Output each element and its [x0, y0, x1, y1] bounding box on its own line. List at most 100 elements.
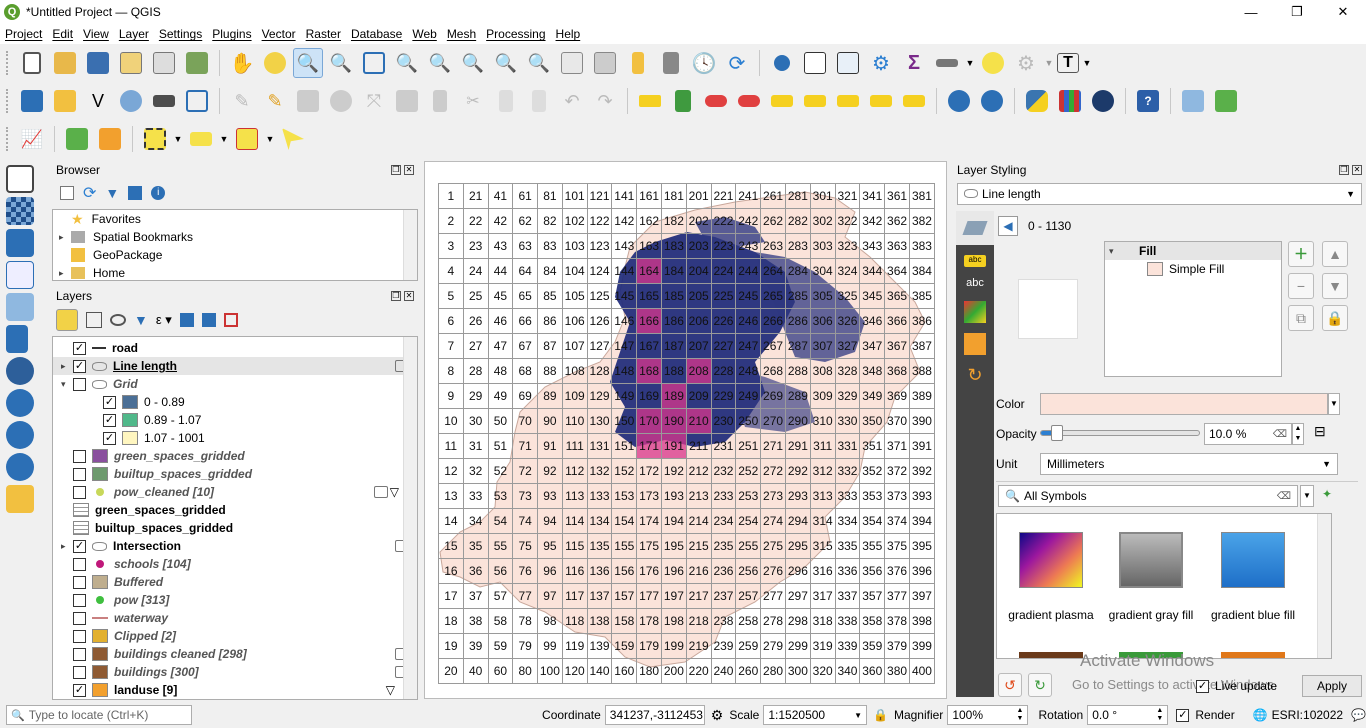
cut-icon[interactable]: ✂	[466, 93, 480, 110]
zoom-selection-icon[interactable]: 🔍	[395, 52, 419, 73]
layer-visibility-checkbox[interactable]	[73, 449, 86, 463]
unit-combo[interactable]: Millimeters ▼	[1040, 453, 1338, 475]
messages-icon[interactable]: 💬	[1351, 708, 1366, 722]
add-raster-layer-icon[interactable]	[6, 197, 34, 225]
move-down-button[interactable]: ▼	[1322, 273, 1348, 299]
layer-row[interactable]: ✓ 0 - 0.89	[53, 393, 417, 411]
opacity-spinbox[interactable]: 10.0 % ⌫	[1204, 423, 1292, 445]
menu-layer[interactable]: Layer	[118, 27, 149, 41]
symbol-layer-simple-fill[interactable]: Simple Fill	[1105, 260, 1281, 278]
layer-visibility-checkbox[interactable]: ✓	[73, 341, 86, 355]
chevron-down-icon[interactable]: ▼	[219, 134, 229, 144]
expander-icon[interactable]: ▾	[61, 378, 66, 389]
select-location-icon[interactable]	[278, 124, 308, 154]
pin-labels-icon[interactable]	[701, 86, 731, 116]
symbol-layer-fill[interactable]: ▾ Fill	[1105, 242, 1281, 260]
menu-mesh[interactable]: Mesh	[446, 27, 477, 41]
menu-edit[interactable]: Edit	[52, 27, 74, 41]
chevron-down-icon[interactable]: ▼	[173, 134, 183, 144]
menu-project[interactable]: Project	[5, 27, 43, 41]
browser-item-home[interactable]: ▸ Home	[59, 266, 126, 280]
zoom-next-icon[interactable]: 🔍	[527, 52, 551, 73]
labels-tab-icon[interactable]: abc	[964, 255, 986, 267]
layer-visibility-checkbox[interactable]	[73, 629, 86, 643]
layer-visibility-checkbox[interactable]: ✓	[103, 413, 116, 427]
help-icon[interactable]: ?	[1133, 86, 1163, 116]
layer-row[interactable]: buildings cleaned [298]	[53, 645, 417, 663]
menu-help[interactable]: Help	[555, 27, 581, 41]
layer-row[interactable]: ✓ 0.89 - 1.07	[53, 411, 417, 429]
add-selected-icon[interactable]	[60, 186, 74, 200]
menu-settings[interactable]: Settings	[158, 27, 203, 41]
new-geopackage-icon[interactable]	[50, 86, 80, 116]
save-edits-icon[interactable]	[293, 86, 323, 116]
symbol-gradient-plasma[interactable]: gradient plasma	[1001, 532, 1101, 622]
locate-input[interactable]: 🔍 Type to locate (Ctrl+K)	[6, 705, 193, 725]
layer-visibility-checkbox[interactable]: ✓	[103, 395, 116, 409]
layer-visibility-checkbox[interactable]	[73, 647, 86, 661]
new-virtual-layer-icon[interactable]	[149, 86, 179, 116]
chevron-down-icon[interactable]: ▼	[1328, 393, 1340, 415]
scale-combo[interactable]: 1:1520500 ▼	[763, 705, 867, 725]
copy-icon[interactable]	[491, 86, 521, 116]
float-panel-icon[interactable]: ❐	[1339, 165, 1349, 175]
layer-row[interactable]: ▾ Grid	[53, 375, 417, 393]
close-panel-icon[interactable]: ✕	[404, 291, 414, 301]
layer-row[interactable]: ✓ road	[53, 339, 417, 357]
select-by-value-icon[interactable]	[186, 124, 216, 154]
menu-web[interactable]: Web	[412, 27, 437, 41]
coordinate-field[interactable]: 341237,-3112453	[604, 705, 705, 725]
edit-disabled-icon[interactable]: ✎	[234, 90, 250, 111]
label-options-icon[interactable]	[899, 86, 929, 116]
new-bookmark-icon[interactable]	[623, 48, 653, 78]
label-props-icon[interactable]	[866, 86, 896, 116]
symbol-search-field[interactable]: 🔍 All Symbols ⌫	[998, 485, 1298, 507]
layer-row[interactable]: ✓ landuse [9] ▽	[53, 681, 417, 699]
add-group-icon[interactable]	[86, 312, 102, 328]
add-virtual-icon[interactable]	[6, 485, 34, 513]
snapping-icon[interactable]	[95, 124, 125, 154]
3d-view-tab-icon[interactable]	[964, 301, 986, 323]
layer-row[interactable]: green_spaces_gridded	[53, 501, 417, 519]
settings-disabled-icon[interactable]: ⚙	[1017, 52, 1035, 75]
change-label-icon[interactable]	[833, 86, 863, 116]
expander-icon[interactable]: ▸	[61, 540, 66, 551]
save-project-button[interactable]	[83, 48, 113, 78]
browser-scrollbar[interactable]	[403, 210, 417, 280]
lock-scale-icon[interactable]: 🔒	[873, 708, 888, 722]
symbol-scrollbar[interactable]	[1317, 514, 1331, 658]
open-styling-icon[interactable]	[56, 309, 78, 331]
add-postgis-icon[interactable]	[6, 357, 34, 385]
filter-icon[interactable]: ▽	[389, 485, 399, 499]
live-update-checkbox[interactable]: ✓ Live update	[1196, 679, 1278, 693]
refresh-icon[interactable]: ⟳	[728, 52, 746, 75]
style-manager-icon[interactable]: ✦	[1322, 487, 1333, 501]
layer-row[interactable]: ▸ ✓ Line length	[53, 357, 417, 375]
color-button[interactable]	[1040, 393, 1328, 415]
remove-layer-icon[interactable]	[223, 313, 238, 327]
zoom-native-icon[interactable]: 🔍	[461, 52, 485, 73]
wfs-icon[interactable]	[977, 86, 1007, 116]
minimize-button[interactable]: —	[1244, 4, 1258, 20]
attribute-table-icon[interactable]	[800, 48, 830, 78]
layer-row[interactable]: builtup_spaces_gridded	[53, 465, 417, 483]
menu-database[interactable]: Database	[350, 27, 403, 41]
redo-icon[interactable]: ↻	[1028, 673, 1052, 697]
add-wms-icon[interactable]	[6, 389, 34, 417]
layer-visibility-checkbox[interactable]	[73, 467, 86, 481]
layer-visibility-checkbox[interactable]	[73, 557, 86, 571]
chevron-down-icon[interactable]: ▼	[1044, 58, 1054, 68]
expand-all-icon[interactable]	[179, 313, 194, 327]
collapse-all-icon[interactable]	[128, 186, 143, 200]
layer-row[interactable]: schools [104]	[53, 555, 417, 573]
render-checkbox[interactable]: ✓	[1176, 708, 1190, 722]
rendering-tab-icon[interactable]	[964, 333, 986, 355]
layer-row[interactable]: ✓ 1.07 - 1001	[53, 429, 417, 447]
add-mesh-layer-icon[interactable]	[6, 229, 34, 257]
data-defined-override-icon[interactable]: ⊟	[1314, 423, 1326, 439]
layout-manager-button[interactable]	[149, 48, 179, 78]
data-source-manager-icon[interactable]	[17, 86, 47, 116]
opacity-slider[interactable]	[1040, 425, 1200, 441]
clear-icon[interactable]: ⌫	[1272, 428, 1287, 440]
maximize-button[interactable]: ❐	[1291, 4, 1303, 19]
